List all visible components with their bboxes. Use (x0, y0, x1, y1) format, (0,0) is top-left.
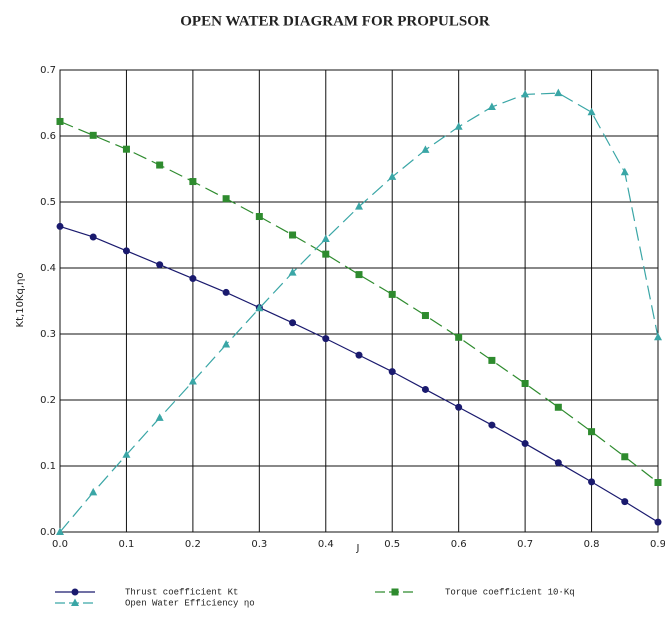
marker (621, 498, 629, 506)
marker (56, 222, 64, 230)
plot-frame (59, 69, 659, 533)
marker (554, 88, 563, 97)
marker (455, 333, 463, 341)
y-tick-label: 0.4 (40, 263, 56, 274)
marker (321, 234, 330, 242)
legend-marker (71, 598, 79, 606)
marker (654, 479, 662, 486)
marker (355, 351, 363, 359)
marker (155, 413, 164, 421)
marker (421, 312, 429, 320)
series-line (59, 225, 659, 523)
marker (289, 319, 297, 327)
x-tick-label: 0.1 (118, 539, 134, 550)
marker (222, 288, 230, 296)
marker (454, 122, 463, 130)
series-line (59, 120, 659, 483)
marker (554, 403, 562, 411)
marker (521, 89, 530, 98)
marker (421, 145, 430, 153)
marker (388, 368, 396, 376)
marker (222, 195, 230, 203)
marker (89, 233, 97, 241)
marker (587, 107, 596, 116)
marker (355, 271, 363, 279)
marker (588, 428, 596, 436)
marker (521, 440, 529, 448)
marker (156, 261, 164, 269)
marker (156, 161, 164, 169)
marker (89, 131, 97, 139)
marker (188, 377, 197, 385)
marker (322, 250, 330, 258)
marker (122, 450, 131, 458)
marker (588, 478, 596, 486)
x-tick-label: 0.0 (52, 539, 68, 550)
marker (189, 275, 197, 283)
marker (89, 487, 98, 496)
y-tick-label: 0.1 (40, 461, 56, 472)
legend-label: Torque coefficient 10·Kq (445, 587, 575, 597)
x-tick-label: 0.9 (650, 539, 665, 550)
marker (189, 178, 197, 186)
legend-marker (71, 588, 79, 596)
marker (621, 453, 629, 461)
marker (255, 213, 263, 221)
y-tick-label: 0.2 (40, 395, 56, 406)
marker (455, 403, 463, 411)
x-tick-label: 0.3 (251, 539, 267, 550)
y-axis-label: Kt,10Kq,ηo (15, 273, 26, 328)
marker (654, 518, 662, 526)
y-tick-label: 0.6 (40, 131, 56, 142)
legend-label: Thrust coefficient Kt (125, 587, 238, 597)
x-axis-label: J (356, 543, 360, 554)
y-tick-label: 0.0 (40, 527, 56, 538)
legend-marker (391, 588, 399, 596)
marker (421, 385, 429, 393)
marker (255, 303, 264, 312)
x-tick-label: 0.8 (584, 539, 600, 550)
marker (521, 380, 529, 387)
x-tick-label: 0.4 (318, 539, 334, 550)
marker (56, 527, 64, 535)
marker (654, 332, 662, 341)
marker (488, 356, 496, 364)
legend-label: Open Water Efficiency ηo (125, 598, 255, 608)
marker (388, 290, 396, 298)
marker (289, 231, 297, 239)
y-tick-label: 0.5 (40, 197, 56, 208)
x-tick-label: 0.2 (185, 539, 201, 550)
marker (388, 172, 397, 180)
y-tick-label: 0.3 (40, 329, 56, 340)
chart-title: OPEN WATER DIAGRAM FOR PROPULSOR (180, 13, 490, 29)
marker (288, 268, 297, 276)
x-tick-label: 0.6 (451, 539, 467, 550)
marker (488, 421, 496, 429)
marker (620, 167, 629, 176)
marker (56, 117, 64, 125)
marker (554, 459, 562, 467)
x-tick-label: 0.7 (517, 539, 533, 550)
x-tick-label: 0.5 (384, 539, 400, 550)
marker (222, 340, 231, 348)
y-tick-label: 0.7 (40, 65, 56, 76)
marker (487, 102, 496, 110)
marker (355, 202, 363, 210)
marker (122, 145, 130, 153)
marker (322, 335, 330, 343)
marker (122, 247, 130, 255)
